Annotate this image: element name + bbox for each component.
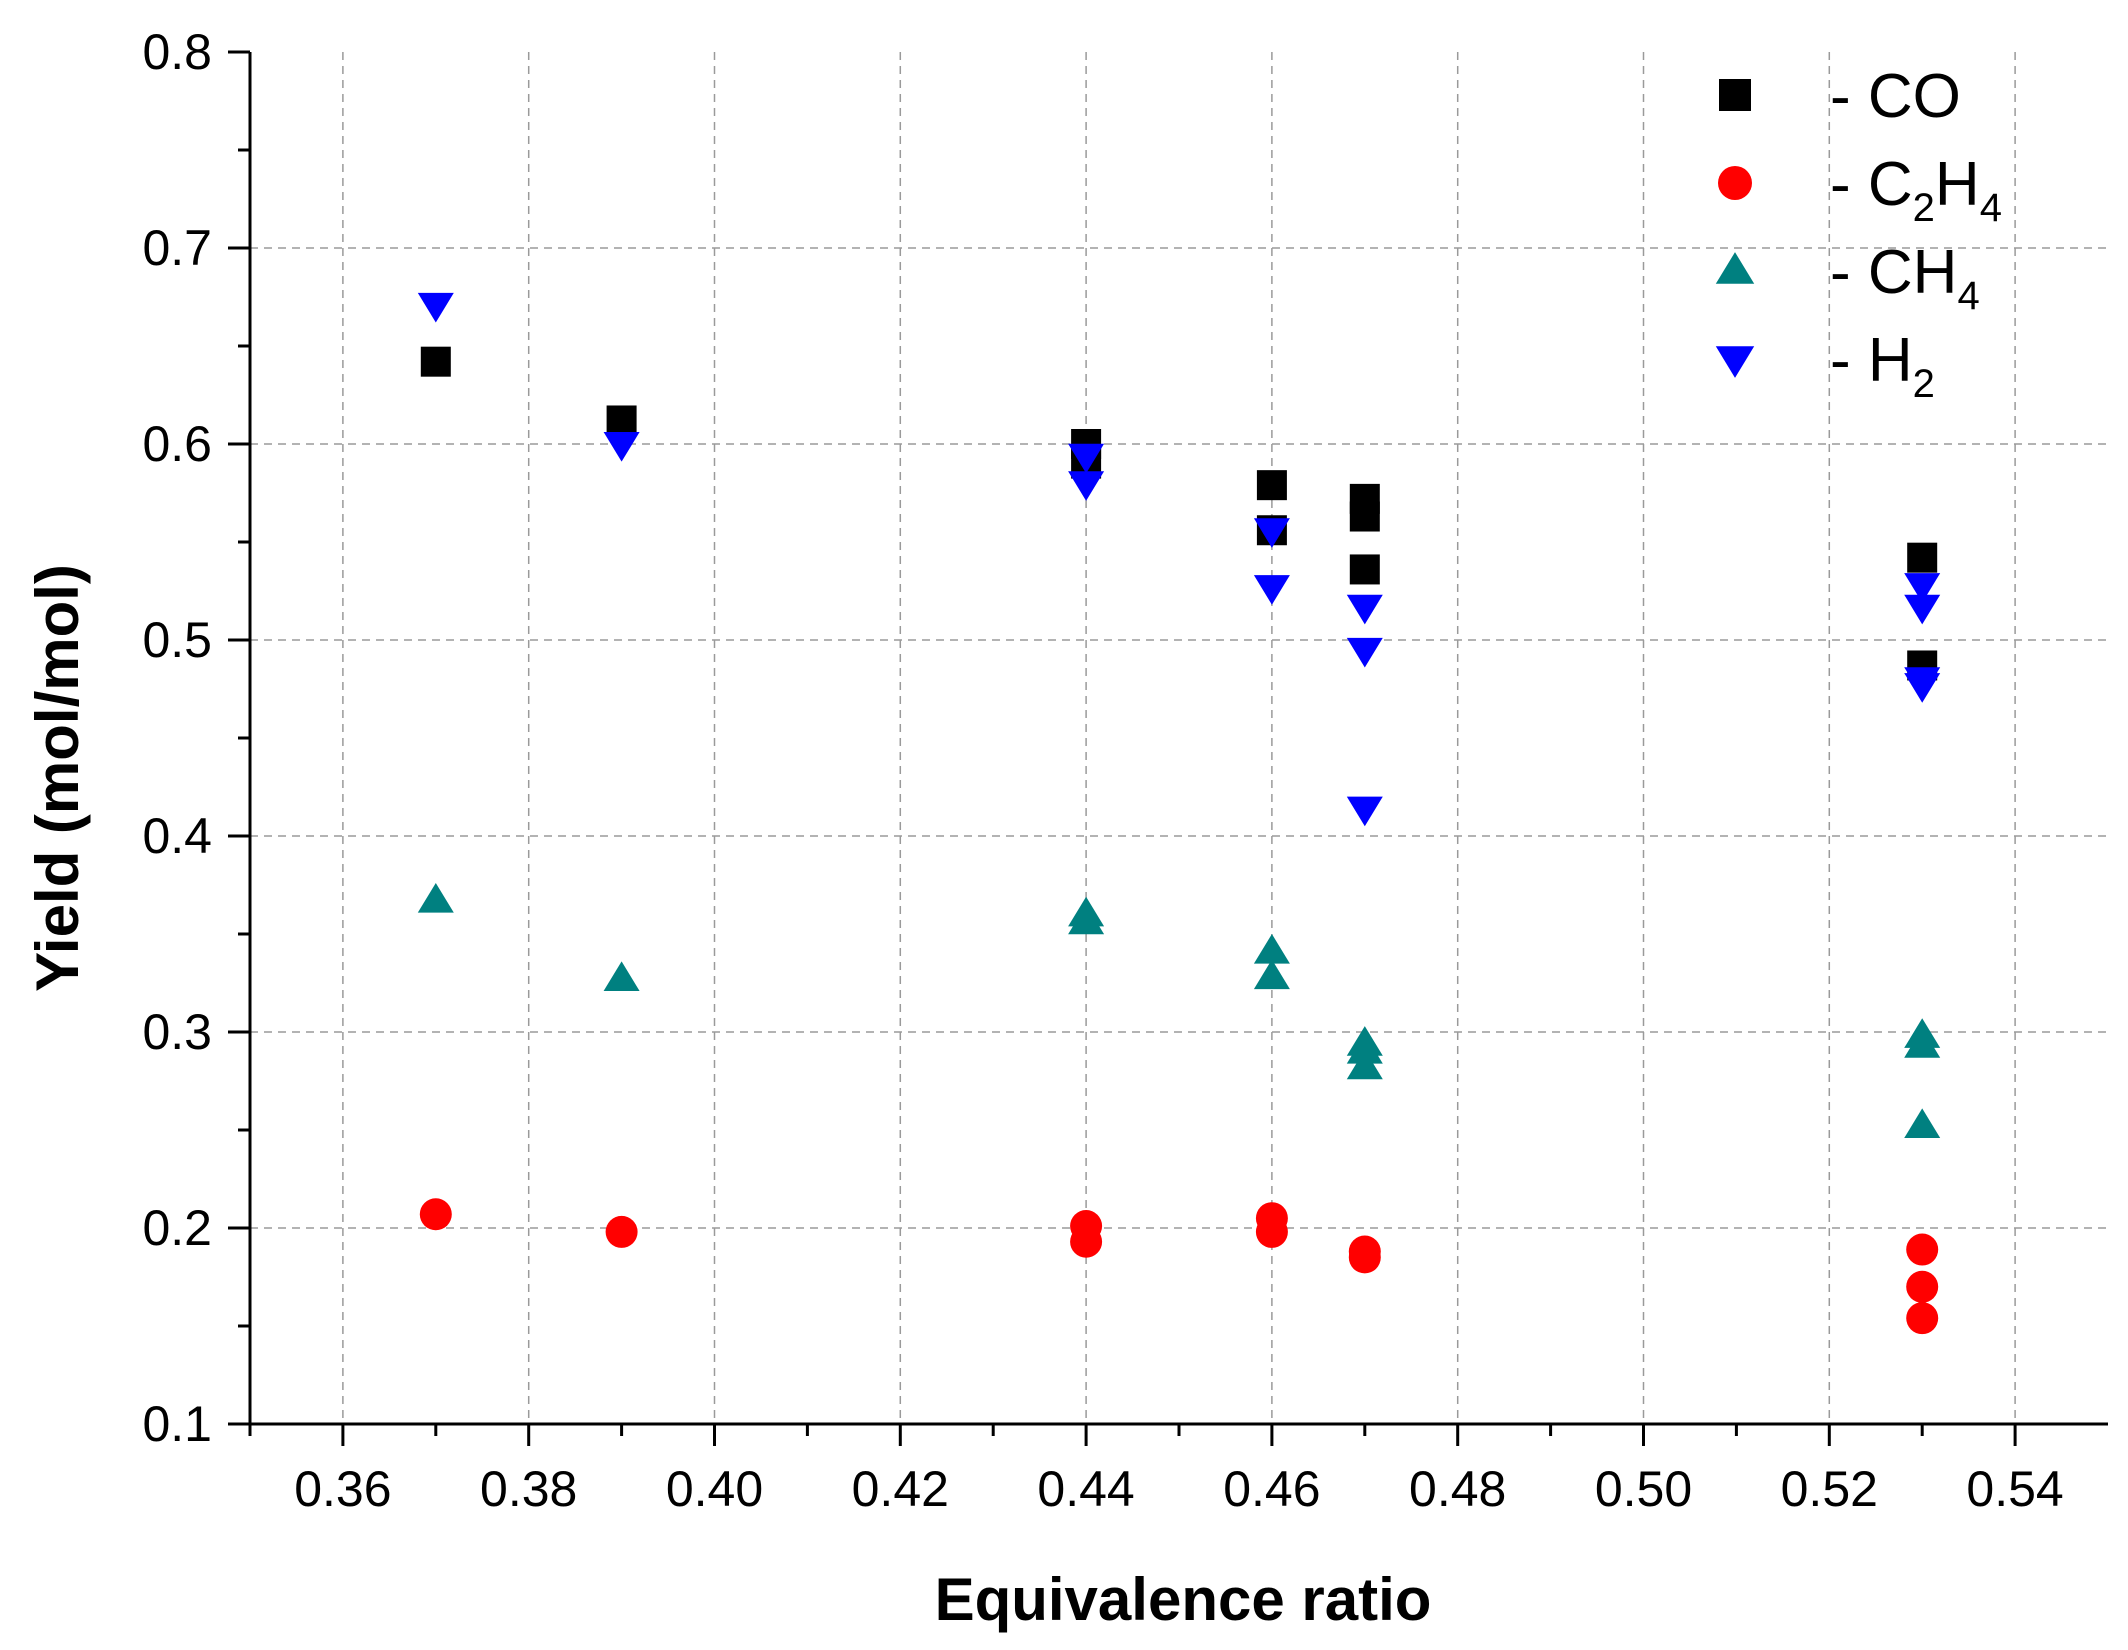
y-tick-label: 0.7 [142,220,212,276]
x-tick-label: 0.38 [480,1461,577,1517]
data-point-c2h4 [1070,1225,1103,1258]
data-point-h2 [603,432,640,462]
data-point-ch4 [1346,1049,1383,1080]
data-point-h2 [1904,594,1941,625]
data-point-co [1256,470,1287,501]
data-point-h2 [1253,575,1290,605]
data-point-c2h4 [605,1215,638,1248]
x-tick-label: 0.50 [1595,1461,1692,1517]
data-point-co [1349,501,1380,532]
data-point-ch4 [1253,959,1290,990]
data-point-ch4 [1904,1028,1941,1058]
legend-marker-co [1719,79,1751,111]
data-point-c2h4 [1348,1241,1381,1274]
data-point-h2 [417,292,454,323]
series-ch4 [417,883,1941,1139]
data-point-ch4 [417,883,454,913]
x-tick-label: 0.36 [294,1461,391,1517]
data-point-h2 [1346,796,1383,827]
x-tick-label: 0.48 [1409,1461,1506,1517]
data-point-ch4 [1904,1108,1941,1139]
x-axis-title: Equivalence ratio [935,1566,1432,1633]
y-tick-label: 0.8 [142,24,212,80]
legend-item-h2: - H2​ [1715,326,1935,406]
data-point-ch4 [1068,904,1105,935]
data-point-h2 [1068,471,1105,501]
series-h2 [417,292,1941,827]
x-tick-label: 0.42 [852,1461,949,1517]
y-tick-label: 0.5 [142,612,212,668]
data-point-c2h4 [1906,1233,1939,1266]
data-point-c2h4 [419,1198,452,1231]
y-axis-title: Yield (mol/mol) [24,564,91,992]
legend-label-c2h4: - C2​H4​ [1830,150,2002,230]
legend-item-c2h4: - C2​H4​ [1718,150,2002,230]
data-points [417,292,1941,1335]
legend-marker-h2 [1715,346,1755,378]
x-tick-label: 0.40 [666,1461,763,1517]
y-tick-label: 0.1 [142,1396,212,1452]
legend-marker-c2h4 [1718,166,1752,200]
data-point-co [1349,554,1380,585]
y-tick-label: 0.6 [142,416,212,472]
data-point-h2 [1346,637,1383,668]
y-tick-label: 0.3 [142,1004,212,1060]
data-point-c2h4 [1906,1270,1939,1303]
legend-marker-ch4 [1715,252,1755,284]
data-point-co [606,405,637,436]
legend-item-ch4: - CH4​ [1715,238,1980,318]
legend-item-co: - CO [1719,62,1961,131]
data-point-c2h4 [1906,1302,1939,1335]
y-tick-label: 0.2 [142,1200,212,1256]
data-point-h2 [1346,594,1383,625]
y-tick-label: 0.4 [142,808,212,864]
data-point-ch4 [1253,933,1290,964]
x-tick-label: 0.52 [1781,1461,1878,1517]
data-point-co [1907,542,1938,573]
axes [228,50,2108,1446]
data-point-h2 [1904,573,1941,603]
legend: - CO - C2​H4​- CH4​- H2​ [1715,62,2002,406]
x-tick-label: 0.44 [1037,1461,1134,1517]
data-point-co [420,346,451,377]
gridlines [250,52,2108,1424]
x-tick-label: 0.54 [1966,1461,2063,1517]
series-c2h4 [419,1198,1939,1335]
legend-label-h2: - H2​ [1830,326,1935,406]
tick-labels: 0.36 0.38 0.40 0.42 0.44 0.46 0.48 0.50 0.52 0.54… [142,24,2063,1517]
data-point-h2 [1068,443,1105,474]
legend-label-ch4: - CH4​ [1830,238,1980,318]
data-point-h2 [1904,673,1941,703]
legend-label-co: - CO [1830,62,1961,131]
series-co [420,346,1938,681]
data-point-h2 [1253,518,1290,548]
x-tick-label: 0.46 [1223,1461,1320,1517]
data-point-ch4 [603,961,640,992]
data-point-c2h4 [1255,1215,1288,1248]
data-point-ch4 [1346,1033,1383,1064]
